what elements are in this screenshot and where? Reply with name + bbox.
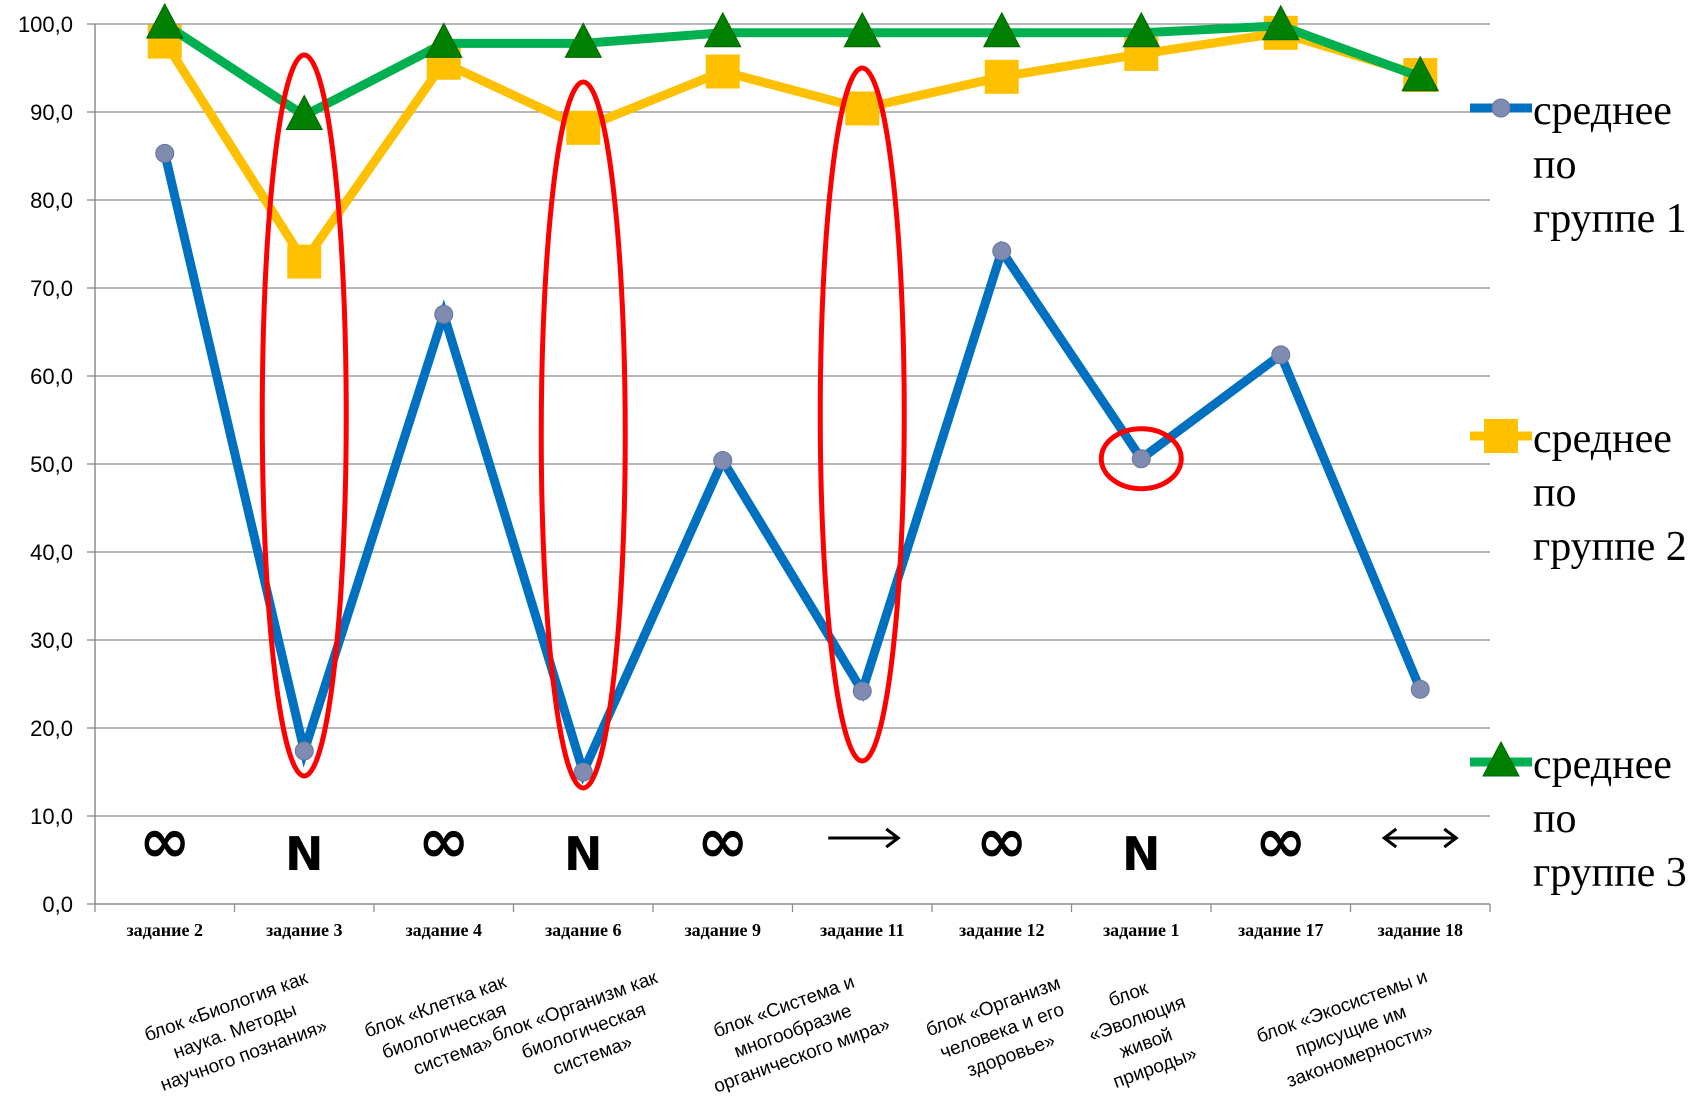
point-marker: [852, 681, 872, 701]
x-tick-label: задание 1: [1103, 920, 1180, 940]
legend-label: группе 3: [1533, 850, 1687, 896]
legend-label: среднее: [1533, 416, 1672, 462]
point-marker: [294, 741, 314, 761]
category-symbols: ∞ N ∞ N ∞ ∞ N ∞: [139, 804, 1459, 881]
y-tick-label: 10,0: [30, 804, 73, 829]
point-marker: [1482, 740, 1520, 777]
point-marker: [992, 241, 1012, 261]
legend-label: по: [1533, 796, 1576, 842]
arrow-head: [1381, 827, 1398, 849]
legend-label: группе 2: [1533, 524, 1687, 570]
point-marker: [1410, 679, 1430, 699]
y-tick-label: 40,0: [30, 540, 73, 565]
y-tick-label: 90,0: [30, 100, 73, 125]
point-marker: [424, 22, 463, 58]
y-tick-label: 80,0: [30, 188, 73, 213]
x-tick-label: задание 6: [545, 920, 622, 940]
point-marker: [155, 143, 175, 163]
highlight-ellipse: [1098, 426, 1184, 492]
x-tick-label: задание 12: [959, 920, 1045, 940]
highlight-ellipses: [259, 52, 1184, 791]
point-marker: [145, 2, 184, 39]
point-marker: [1491, 98, 1511, 118]
y-tick-labels: 0,0 10,0 20,0 30,0 40,0 50,0 60,0 70,0 80,0 90,0 1…: [18, 12, 73, 917]
point-marker: [982, 11, 1021, 48]
x-tick-label: задание 9: [684, 920, 761, 940]
series-line: [162, 20, 1422, 121]
point-marker: [1271, 345, 1291, 365]
point-marker: [287, 244, 322, 279]
legend-label: среднее: [1533, 88, 1672, 134]
point-marker: [984, 59, 1019, 94]
y-tick-label: 20,0: [30, 716, 73, 741]
arrow-head: [1443, 827, 1459, 849]
point-marker: [434, 304, 454, 324]
infinity-symbol: ∞: [697, 804, 749, 877]
series-line: [160, 28, 1422, 270]
point-marker: [703, 11, 742, 48]
n-symbol: N: [285, 827, 324, 881]
legend-label: по: [1533, 142, 1576, 188]
series-lines: [145, 2, 1440, 785]
block-label: блок «Система имногообразиеорганического…: [711, 972, 893, 1098]
y-tick-label: 30,0: [30, 628, 73, 653]
point-marker: [843, 11, 882, 48]
x-tick-label: задание 2: [126, 920, 203, 940]
point-marker: [573, 762, 593, 782]
point-marker: [1122, 11, 1161, 48]
x-tick-label: задание 3: [266, 920, 343, 940]
point-marker: [713, 450, 733, 470]
point-marker: [1401, 55, 1440, 92]
point-marker: [705, 54, 740, 89]
series-3: [145, 2, 1440, 131]
y-tick-label: 100,0: [18, 12, 73, 37]
point-marker: [1261, 4, 1300, 41]
x-tick-label: задание 18: [1377, 920, 1463, 940]
highlight-ellipse: [817, 65, 907, 764]
x-tick-label: задание 4: [405, 920, 482, 940]
point-marker: [1484, 419, 1518, 453]
y-tick-label: 50,0: [30, 452, 73, 477]
axes: [87, 23, 1491, 912]
x-tick-labels: задание 2 задание 3 задание 4 задание 6 зада…: [126, 920, 1463, 940]
x-tick-label: задание 17: [1238, 920, 1324, 940]
y-tick-label: 60,0: [30, 364, 73, 389]
point-marker: [845, 91, 880, 126]
highlight-ellipse: [259, 52, 349, 779]
y-tick-label: 70,0: [30, 276, 73, 301]
infinity-symbol: ∞: [1255, 804, 1307, 877]
series-line: [160, 152, 1425, 785]
point-marker: [1131, 449, 1151, 469]
x-tick-label: задание 11: [820, 920, 905, 940]
legend-label: среднее: [1533, 742, 1672, 788]
legend-item-3: среднее по группе 3: [1470, 740, 1687, 896]
y-tick-label: 0,0: [42, 892, 73, 917]
point-marker: [285, 94, 324, 131]
n-symbol: N: [1122, 827, 1161, 881]
series-2: [147, 15, 1438, 279]
infinity-symbol: ∞: [976, 804, 1028, 877]
infinity-symbol: ∞: [418, 804, 470, 877]
legend-label: группе 1: [1533, 196, 1687, 242]
infinity-symbol: ∞: [139, 804, 191, 877]
legend-item-2: среднее по группе 2: [1470, 416, 1687, 570]
series-1: [155, 143, 1430, 785]
legend-label: по: [1533, 470, 1576, 516]
arrow-head: [885, 827, 901, 849]
point-marker: [564, 22, 603, 58]
legend-item-1: среднее по группе 1: [1470, 88, 1687, 242]
n-symbol: N: [564, 827, 603, 881]
highlight-ellipse: [538, 79, 628, 791]
point-marker: [566, 110, 601, 145]
gridlines: [95, 23, 1490, 817]
